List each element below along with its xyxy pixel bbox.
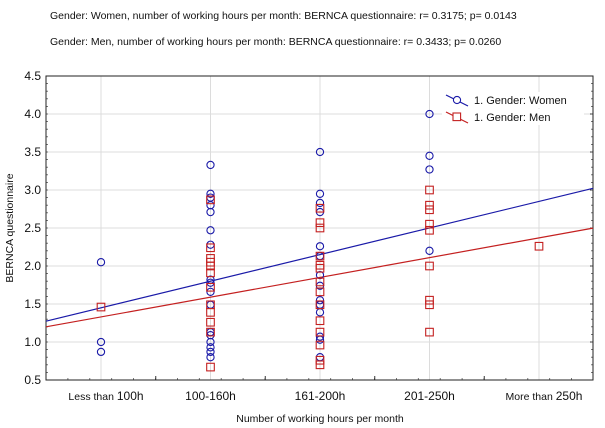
- data-point-men: [206, 261, 215, 271]
- data-point-men: [315, 203, 325, 213]
- regression-line-square: [45, 227, 594, 328]
- data-point-women: [425, 109, 434, 119]
- data-point-men: [96, 302, 106, 312]
- x-tick-label: 100-160h: [185, 389, 236, 403]
- data-point-men: [315, 360, 325, 370]
- data-point-women: [315, 242, 325, 251]
- plot-frame: [45, 75, 594, 381]
- legend: 1. Gender: Women 1. Gender: Men: [442, 92, 584, 125]
- data-point-women: [315, 147, 325, 157]
- data-point-men: [315, 316, 325, 326]
- axes: [45, 75, 594, 381]
- data-point-men: [206, 243, 215, 253]
- data-point-women: [425, 165, 434, 174]
- x-axis-ticks: Less than 100h 100-160h 161-200h 201-250h Mo…: [68, 389, 582, 403]
- data-point-women: [315, 332, 325, 341]
- data-point-women: [206, 337, 215, 347]
- women-correlation-annotation: Gender: Women, number of working hours p…: [50, 10, 517, 22]
- regression-lines: [45, 187, 594, 328]
- data-point-women: [315, 189, 325, 198]
- data-point-women: [206, 353, 215, 362]
- data-point-men: [206, 317, 215, 327]
- data-point-women: [315, 270, 325, 280]
- data-point-men: [425, 185, 434, 195]
- data-point-men: [534, 241, 544, 251]
- data-point-men: [425, 261, 434, 271]
- legend-circle-marker-icon: [452, 95, 462, 105]
- data-point-men: [425, 200, 434, 210]
- legend-background: [442, 109, 584, 125]
- data-points: [96, 109, 544, 372]
- legend-label: 1. Gender: Men: [474, 112, 550, 124]
- data-point-men: [425, 327, 434, 337]
- data-point-men: [315, 340, 325, 350]
- data-point-men: [315, 287, 325, 297]
- data-point-men: [206, 282, 215, 292]
- data-point-women: [425, 246, 434, 255]
- data-point-men: [315, 251, 325, 261]
- data-point-women: [206, 189, 215, 198]
- y-tick-label: 0.5: [24, 373, 41, 387]
- data-point-men: [315, 300, 325, 310]
- x-tick-label: Less than 100h: [68, 389, 143, 403]
- data-point-women: [206, 160, 215, 170]
- data-point-women: [206, 287, 215, 296]
- y-tick-label: 4.0: [24, 107, 41, 121]
- data-point-men: [425, 300, 434, 310]
- data-point-women: [96, 347, 106, 357]
- data-point-men: [315, 263, 325, 273]
- data-point-women: [315, 198, 325, 208]
- data-point-women: [206, 343, 215, 352]
- x-axis-title: Number of working hours per month: [236, 413, 404, 425]
- data-point-men: [206, 308, 215, 317]
- regression-line-circle: [45, 187, 594, 322]
- y-tick-label: 2.0: [24, 259, 41, 273]
- men-correlation-annotation: Gender: Men, number of working hours per…: [50, 36, 502, 48]
- legend-square-marker-icon: [452, 112, 462, 122]
- data-point-women: [96, 337, 106, 347]
- x-tick-label: 161-200h: [295, 389, 346, 403]
- data-point-men: [206, 327, 215, 337]
- data-point-women: [206, 226, 215, 235]
- data-point-men: [425, 219, 434, 229]
- x-tick-main: 250h: [556, 389, 583, 403]
- data-point-women: [206, 207, 215, 217]
- x-tick-prefix: More than: [506, 391, 556, 403]
- data-point-women: [315, 296, 325, 305]
- data-point-men: [315, 223, 325, 233]
- data-point-men: [315, 218, 325, 228]
- data-point-men: [206, 195, 215, 205]
- data-point-women: [96, 258, 106, 267]
- x-tick-label: 201-250h: [404, 389, 455, 403]
- data-point-men: [206, 268, 215, 278]
- y-axis-ticks: 0.5 1.0 1.5 2.0 2.5 3.0 3.5 4.0 4.5: [24, 69, 41, 387]
- data-point-men: [425, 295, 434, 305]
- legend-background: [442, 92, 584, 108]
- x-tick-prefix: Less than: [68, 391, 116, 403]
- y-tick-label: 1.0: [24, 335, 41, 349]
- data-point-men: [425, 225, 434, 235]
- legend-label: 1. Gender: Women: [474, 95, 567, 107]
- x-tick-label: More than 250h: [506, 389, 583, 403]
- data-point-men: [206, 362, 215, 372]
- y-tick-label: 3.0: [24, 183, 41, 197]
- y-tick-label: 4.5: [24, 69, 41, 83]
- data-point-men: [315, 277, 325, 287]
- y-tick-label: 1.5: [24, 297, 41, 311]
- data-point-women: [425, 151, 434, 160]
- data-point-men: [425, 205, 434, 215]
- data-point-men: [315, 327, 325, 337]
- y-axis-title: BERNCA questionnaire: [4, 173, 16, 282]
- y-tick-label: 3.5: [24, 145, 41, 159]
- data-point-men: [315, 355, 325, 365]
- data-point-women: [206, 278, 215, 287]
- x-tick-main: 100h: [117, 389, 144, 403]
- data-point-women: [206, 347, 215, 357]
- y-tick-label: 2.5: [24, 221, 41, 235]
